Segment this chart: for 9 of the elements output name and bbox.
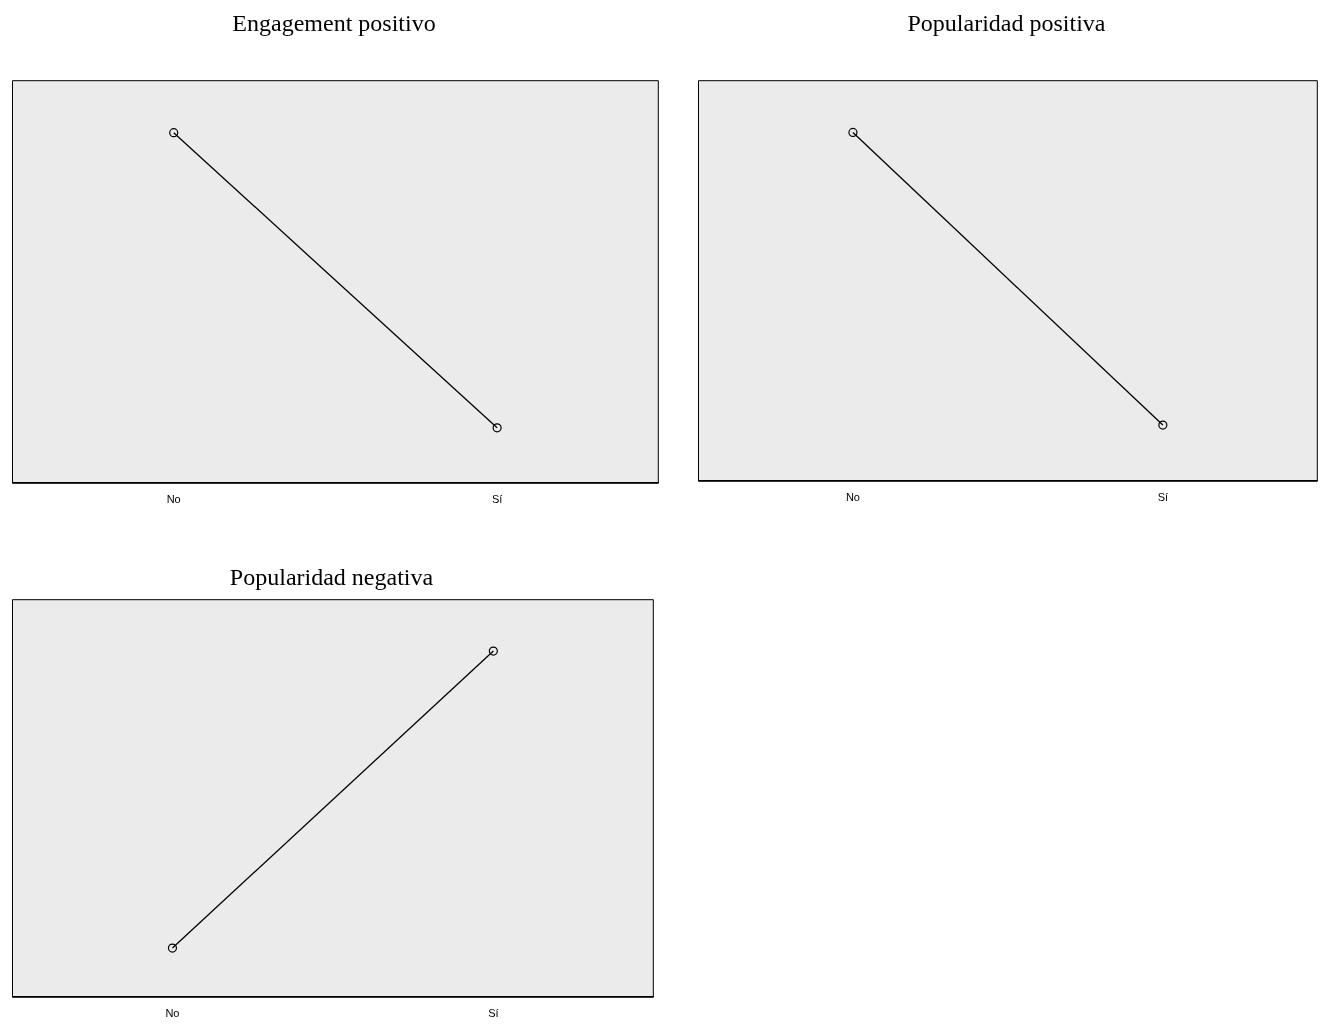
x-tick-label: No	[845, 491, 860, 504]
x-tick-label: Sí	[488, 1007, 499, 1020]
x-tick-label: No	[166, 493, 181, 506]
x-tick-label: No	[165, 1007, 180, 1020]
chart-title: Engagement positivo	[231, 9, 437, 38]
chart-title: Popularidad negativa	[228, 563, 435, 592]
x-tick-label: Sí	[1157, 491, 1169, 504]
chart-title: Popularidad positiva	[906, 9, 1107, 38]
x-tick-label: Sí	[491, 493, 503, 506]
